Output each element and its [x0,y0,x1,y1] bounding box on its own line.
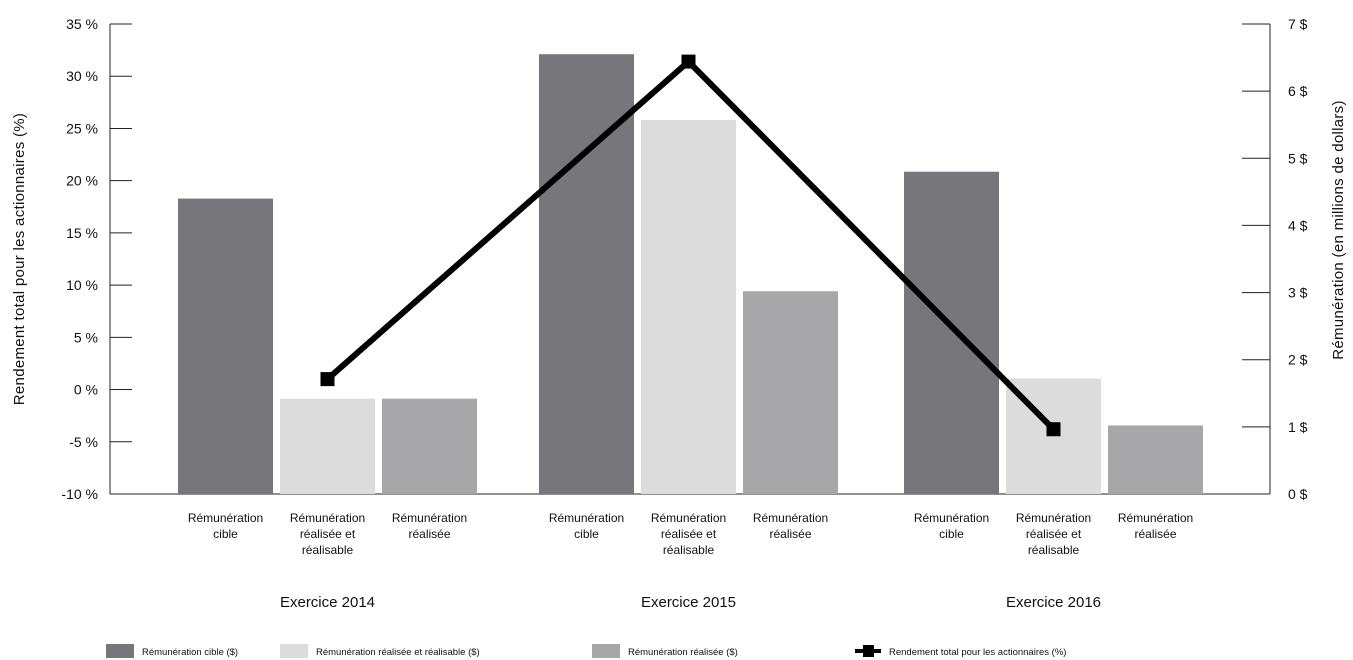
category-label: Rémunération [290,511,365,525]
tsr-line [320,54,1061,437]
category-label: Rémunération [753,511,828,525]
legend-swatch [280,644,308,658]
bars [178,54,1203,495]
category-label: réalisée [769,527,811,541]
category-label: réalisée et [661,527,717,541]
legend: Rémunération cible ($) Rémunération réali… [106,644,1066,658]
group-label: Exercice 2016 [1006,594,1101,611]
tsr-point [320,372,335,387]
category-label: Rémunération [188,511,263,525]
tsr-point [681,54,696,69]
right-axis-tick-label: 7 $ [1288,16,1308,32]
bar [743,291,838,494]
left-axis-tick-label: 15 % [66,225,98,241]
bar [539,54,634,494]
category-label: cible [213,527,238,541]
left-axis-tick-label: 35 % [66,16,98,32]
category-label: réalisable [302,543,354,557]
legend-line-marker [863,645,874,657]
left-axis-tick-label: -10 % [61,486,98,502]
legend-swatch [106,644,134,658]
category-label: réalisée [408,527,450,541]
legend-label: Rémunération réalisée ($) [628,647,738,658]
right-axis-tick-label: 0 $ [1288,486,1308,502]
left-axis-tick-label: 5 % [74,329,98,345]
legend-label: Rémunération cible ($) [142,647,238,658]
category-label: cible [939,527,964,541]
bar [280,398,375,494]
right-axis-tick-label: 2 $ [1288,352,1308,368]
tsr-point [1046,422,1061,437]
right-axis-tick-label: 5 $ [1288,150,1308,166]
category-label: Rémunération [651,511,726,525]
right-axis-tick-label: 1 $ [1288,419,1308,435]
bar [641,120,736,494]
left-axis-tick-label: 20 % [66,173,98,189]
category-label: Rémunération [1016,511,1091,525]
left-axis-title: Rendement total pour les actionnaires (%… [11,113,28,405]
bar [1108,425,1203,494]
category-label: réalisée et [1026,527,1082,541]
right-axis-title: Rémunération (en millions de dollars) [1330,100,1347,360]
right-axis-tick-label: 3 $ [1288,285,1308,301]
category-labels: Rémunération cible Rémunération réalisée et… [188,511,1193,611]
category-label: Rémunération [914,511,989,525]
left-axis-tick-label: -5 % [69,434,98,450]
left-axis-tick-label: 25 % [66,120,98,136]
category-label: réalisée [1134,527,1176,541]
bar [904,171,999,494]
category-label: réalisable [663,543,715,557]
category-label: cible [574,527,599,541]
bar [382,398,477,494]
legend-swatch [592,644,620,658]
category-label: réalisée et [300,527,356,541]
bar [178,198,273,495]
legend-label: Rendement total pour les actionnaires (%… [889,647,1066,658]
right-axis-tick-label: 6 $ [1288,83,1308,99]
left-axis-tick-label: 30 % [66,68,98,84]
category-label: Rémunération [392,511,467,525]
category-label: Rémunération [1118,511,1193,525]
category-label: réalisable [1028,543,1080,557]
group-label: Exercice 2015 [641,594,736,611]
left-axis-tick-label: 0 % [74,382,98,398]
left-axis-tick-label: 10 % [66,277,98,293]
group-label: Exercice 2014 [280,594,375,611]
legend-label: Rémunération réalisée et réalisable ($) [316,647,480,658]
right-axis-tick-label: 4 $ [1288,217,1308,233]
category-label: Rémunération [549,511,624,525]
